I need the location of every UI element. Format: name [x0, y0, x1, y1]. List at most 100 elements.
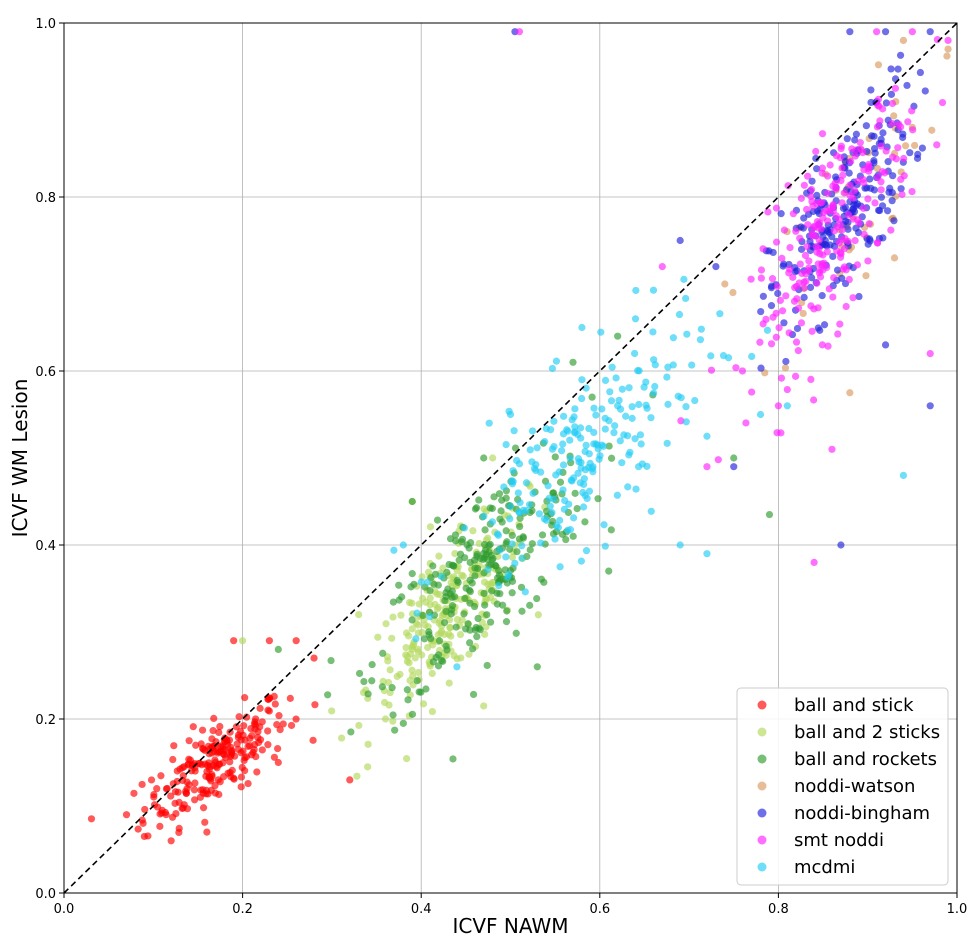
- data-point: [582, 441, 590, 449]
- data-point: [555, 468, 563, 476]
- data-point: [379, 677, 387, 685]
- data-point: [353, 772, 361, 780]
- data-point: [813, 279, 821, 287]
- x-tick-label: 0.2: [232, 902, 253, 917]
- data-point: [264, 741, 272, 749]
- data-point: [824, 217, 832, 225]
- data-point: [419, 700, 428, 708]
- data-point: [816, 199, 824, 207]
- data-point: [837, 177, 845, 185]
- data-point: [437, 627, 446, 635]
- data-point: [778, 254, 786, 262]
- series-ball-and-stick: [87, 637, 354, 845]
- data-point: [469, 527, 477, 535]
- data-point: [264, 695, 272, 703]
- data-point: [506, 515, 514, 523]
- data-point: [901, 142, 910, 150]
- data-point: [560, 505, 569, 513]
- data-point: [214, 776, 222, 784]
- data-point: [607, 454, 616, 462]
- data-point: [808, 327, 816, 335]
- data-point: [256, 723, 264, 731]
- data-point: [906, 149, 914, 157]
- data-point: [466, 576, 474, 584]
- legend-box: [736, 687, 949, 886]
- data-point: [818, 130, 827, 138]
- data-point: [382, 620, 390, 628]
- data-point: [707, 366, 716, 374]
- data-point: [476, 554, 485, 563]
- data-point: [594, 445, 602, 453]
- data-point: [664, 400, 672, 408]
- data-point: [774, 289, 782, 298]
- data-point: [800, 293, 808, 301]
- data-point: [426, 523, 435, 531]
- data-point: [566, 454, 574, 462]
- data-point: [777, 374, 786, 382]
- identity-dashed-line: [63, 22, 958, 894]
- data-point: [844, 218, 852, 226]
- data-point: [428, 707, 437, 716]
- data-point: [888, 119, 896, 128]
- data-point: [544, 482, 552, 490]
- data-point: [873, 123, 882, 131]
- data-point: [891, 84, 900, 92]
- data-point: [615, 396, 623, 404]
- data-point: [480, 702, 488, 710]
- data-point: [759, 292, 767, 300]
- data-point: [585, 424, 593, 433]
- data-point: [808, 274, 816, 282]
- data-point: [216, 722, 224, 731]
- data-point: [414, 648, 422, 656]
- data-point: [829, 293, 837, 301]
- data-point: [508, 531, 516, 540]
- data-point: [938, 98, 947, 107]
- data-point: [412, 635, 420, 643]
- data-point: [808, 177, 816, 185]
- data-point: [211, 758, 220, 766]
- data-point: [311, 701, 319, 709]
- data-point: [836, 153, 844, 162]
- data-point: [511, 559, 519, 567]
- data-point: [167, 837, 175, 845]
- data-point: [228, 746, 236, 754]
- data-point: [571, 428, 579, 436]
- data-point: [597, 328, 605, 336]
- data-point: [437, 572, 445, 580]
- data-point: [613, 491, 621, 499]
- data-point: [865, 220, 873, 228]
- data-point: [237, 783, 245, 791]
- data-point: [870, 132, 878, 140]
- data-point: [526, 601, 534, 609]
- data-point: [380, 698, 389, 707]
- data-point: [182, 787, 190, 796]
- data-point: [777, 210, 785, 218]
- data-point: [429, 658, 437, 666]
- data-point: [458, 571, 466, 579]
- data-point: [430, 580, 438, 588]
- data-point: [631, 315, 640, 323]
- data-point: [783, 385, 791, 394]
- data-point: [887, 226, 895, 234]
- data-point: [594, 495, 602, 503]
- data-point: [486, 618, 495, 626]
- data-point: [508, 540, 516, 548]
- data-point: [676, 236, 684, 245]
- data-point: [426, 586, 434, 595]
- data-point: [309, 736, 317, 744]
- data-point: [688, 361, 696, 369]
- data-point: [488, 504, 496, 513]
- data-point: [364, 740, 372, 748]
- data-point: [802, 205, 811, 214]
- data-point: [882, 99, 890, 107]
- data-point: [481, 601, 489, 609]
- data-point: [364, 690, 372, 698]
- data-point: [470, 556, 479, 564]
- data-point: [327, 656, 335, 665]
- data-point: [559, 412, 568, 420]
- data-point: [631, 435, 639, 443]
- data-point: [908, 28, 916, 36]
- data-point: [810, 396, 818, 404]
- data-point: [526, 546, 534, 554]
- data-point: [805, 264, 813, 272]
